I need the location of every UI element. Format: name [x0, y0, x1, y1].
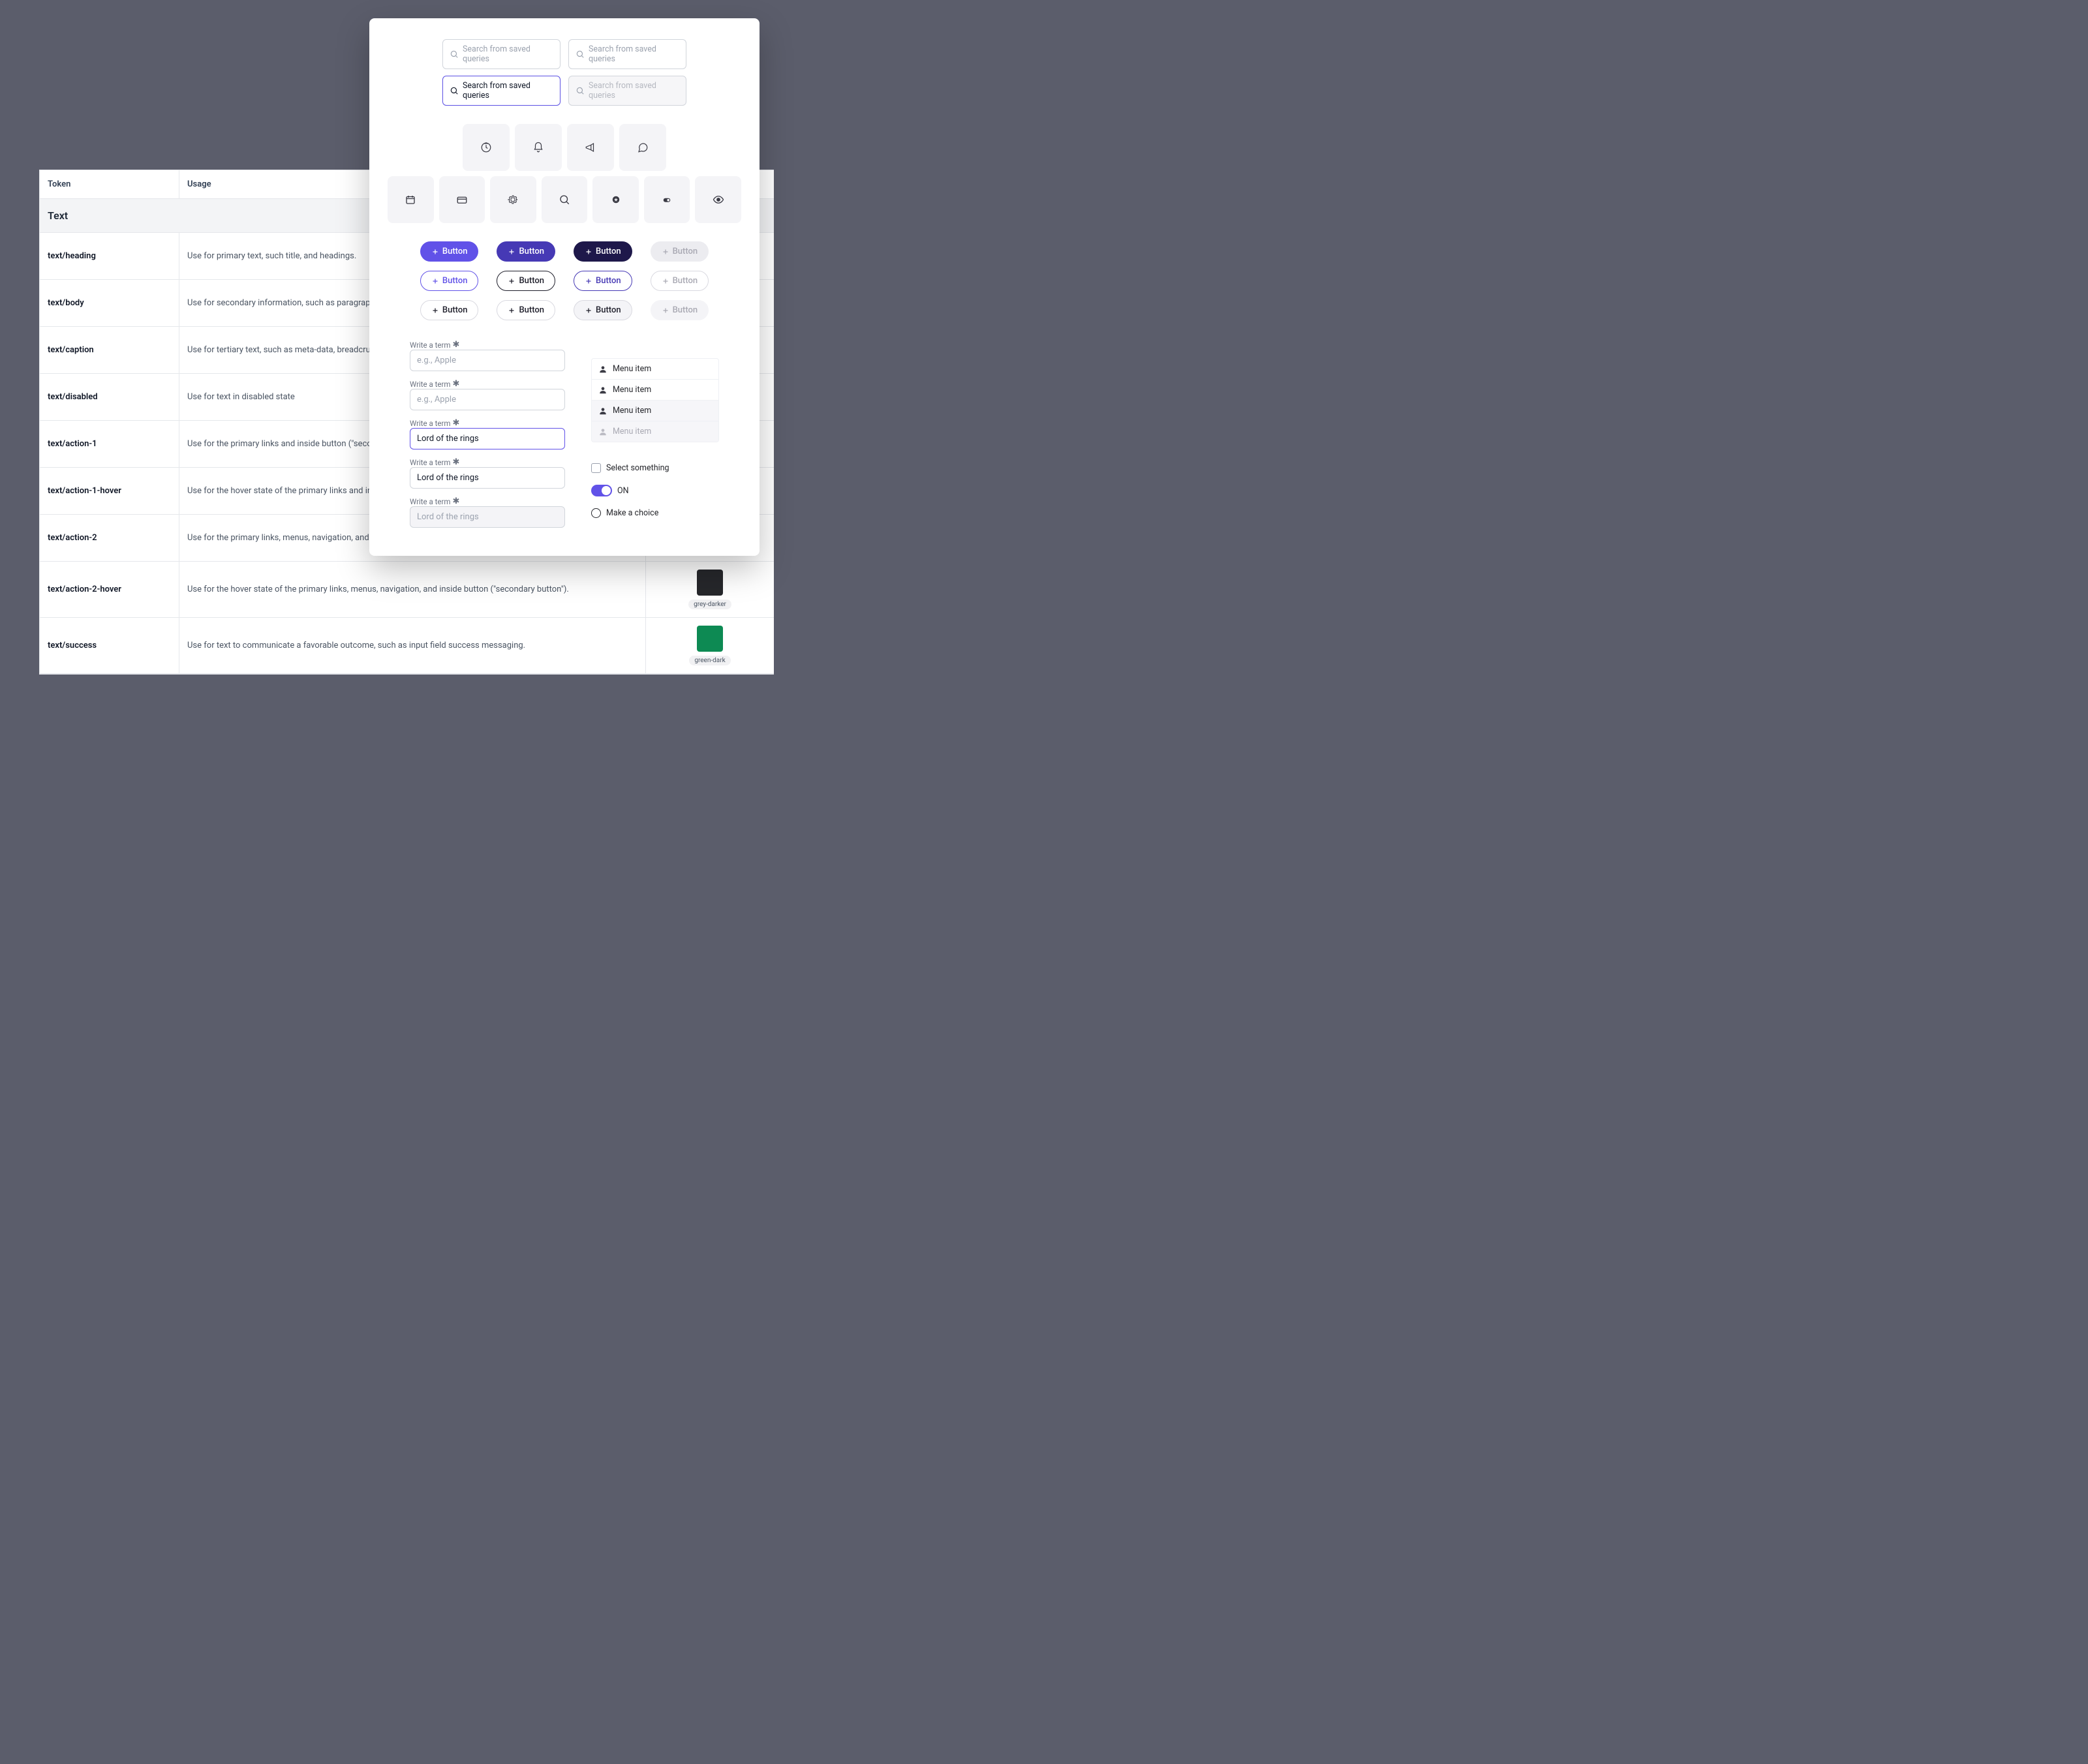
cell-token: text/caption [40, 327, 179, 373]
button-secondary-disabled: Button [651, 271, 709, 291]
search-input-default[interactable]: Search from saved queries [568, 39, 686, 69]
swatch-label: green-dark [689, 656, 730, 665]
swatch-grey-darker [697, 570, 723, 596]
plus-icon [662, 277, 669, 285]
toggle-on-icon[interactable] [591, 485, 612, 496]
plus-icon [431, 248, 439, 256]
plus-icon [662, 248, 669, 256]
tile-search-icon[interactable] [542, 176, 588, 223]
swatch-green-dark [697, 626, 723, 652]
button-tertiary[interactable]: Button [497, 300, 555, 320]
plus-icon [585, 307, 592, 314]
button-tertiary-disabled: Button [651, 300, 709, 320]
cell-token: text/heading [40, 233, 179, 279]
search-icon [450, 50, 459, 59]
checkbox-row[interactable]: Select something [591, 463, 719, 473]
tile-megaphone-icon[interactable] [567, 124, 614, 171]
person-icon [598, 386, 607, 395]
cell-token: text/action-2 [40, 515, 179, 561]
term-input-default[interactable] [410, 389, 565, 410]
search-input-disabled: Search from saved queries [568, 76, 686, 106]
cell-token: text/disabled [40, 374, 179, 420]
term-input-disabled [410, 506, 565, 528]
plus-icon [431, 277, 439, 285]
menu-item-disabled: Menu item [592, 421, 718, 442]
tile-calendar-icon[interactable] [388, 176, 434, 223]
tile-eye-icon[interactable] [695, 176, 741, 223]
tile-toggle-icon[interactable] [644, 176, 690, 223]
search-input-default[interactable]: Search from saved queries [442, 39, 560, 69]
button-secondary-hover[interactable]: Button [574, 271, 632, 291]
tile-chat-icon[interactable] [619, 124, 666, 171]
search-input-focused[interactable]: Search from saved queries [442, 76, 560, 106]
button-secondary[interactable]: Button [420, 271, 479, 291]
plus-icon [431, 307, 439, 314]
search-icon [450, 86, 459, 95]
button-primary[interactable]: Button [420, 241, 479, 262]
tile-bell-icon[interactable] [515, 124, 562, 171]
toggle-row[interactable]: ON [591, 485, 719, 496]
component-panel: Search from saved queries Search from sa… [369, 18, 760, 556]
tile-star-icon[interactable] [592, 176, 639, 223]
button-primary-hover[interactable]: Button [497, 241, 555, 262]
table-row: text/success Use for text to communicate… [40, 618, 774, 674]
field-label: Write a term✱ [410, 496, 565, 506]
button-primary-active[interactable]: Button [574, 241, 632, 262]
cell-token: text/action-2-hover [40, 562, 179, 617]
search-icon [576, 50, 585, 59]
term-input-default[interactable] [410, 350, 565, 371]
plus-icon [508, 248, 515, 256]
menu-list: Menu item Menu item Menu item Menu item [591, 358, 719, 442]
search-icon [576, 86, 585, 95]
cell-token: text/action-1-hover [40, 468, 179, 514]
plus-icon [662, 307, 669, 314]
cell-usage: Use for the hover state of the primary l… [179, 562, 646, 617]
swatch-label: grey-darker [688, 600, 731, 609]
button-tertiary[interactable]: Button [420, 300, 479, 320]
plus-icon [508, 307, 515, 314]
menu-item[interactable]: Menu item [592, 359, 718, 380]
checkbox-icon[interactable] [591, 463, 601, 473]
term-input-focused[interactable] [410, 428, 565, 449]
table-row: text/action-2-hover Use for the hover st… [40, 562, 774, 618]
cell-token: text/success [40, 618, 179, 673]
plus-icon [508, 277, 515, 285]
cell-token: text/action-1 [40, 421, 179, 467]
cell-usage: Use for text to communicate a favorable … [179, 618, 646, 673]
tile-card-icon[interactable] [439, 176, 485, 223]
th-token: Token [40, 170, 179, 198]
cell-token: text/body [40, 280, 179, 326]
person-icon [598, 365, 607, 374]
field-label: Write a term✱ [410, 457, 565, 467]
tile-gear-icon[interactable] [490, 176, 536, 223]
menu-item[interactable]: Menu item [592, 380, 718, 401]
field-label: Write a term✱ [410, 418, 565, 428]
person-icon [598, 406, 607, 416]
plus-icon [585, 248, 592, 256]
button-primary-disabled: Button [651, 241, 709, 262]
radio-row[interactable]: Make a choice [591, 508, 719, 518]
field-label: Write a term✱ [410, 340, 565, 350]
plus-icon [585, 277, 592, 285]
button-tertiary-hover[interactable]: Button [574, 300, 632, 320]
field-label: Write a term✱ [410, 379, 565, 389]
term-input-filled[interactable] [410, 467, 565, 489]
person-icon [598, 427, 607, 436]
button-secondary-alt[interactable]: Button [497, 271, 555, 291]
radio-icon[interactable] [591, 508, 601, 518]
tile-clock-icon[interactable] [463, 124, 510, 171]
menu-item-hover[interactable]: Menu item [592, 401, 718, 421]
